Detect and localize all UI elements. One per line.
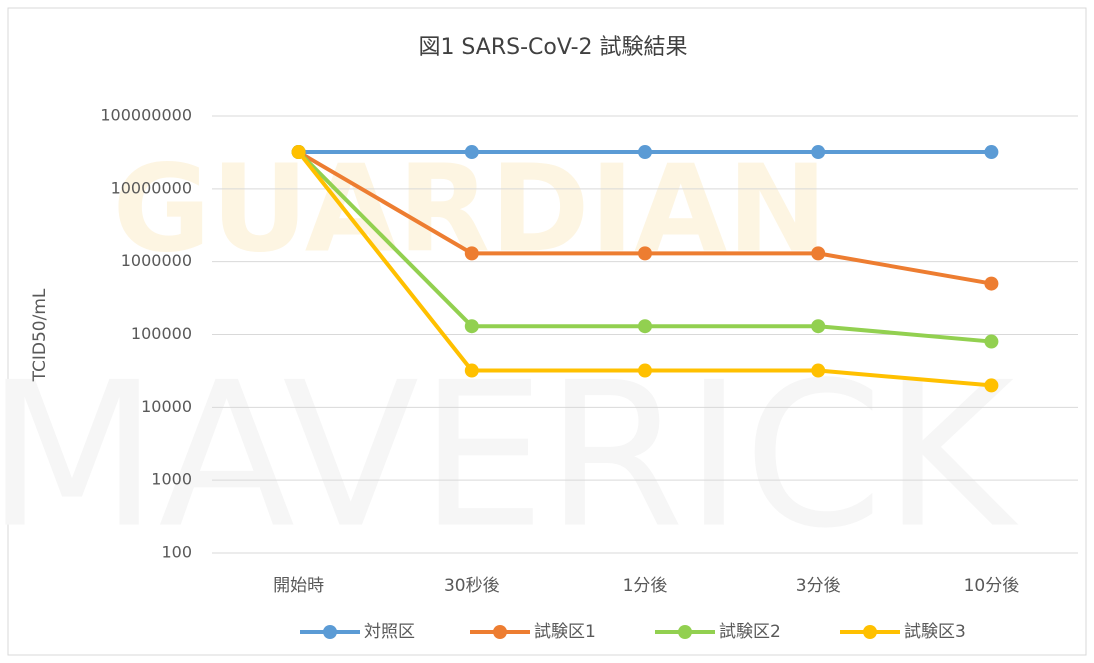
y-tick-label: 10000 [141,397,192,416]
marker [464,145,479,160]
legend-marker [863,625,877,639]
marker [464,246,479,261]
x-tick-label: 開始時 [273,576,324,596]
marker [638,246,652,261]
legend-marker [323,625,337,639]
legend-marker [493,625,507,639]
x-tick-label: 3分後 [796,576,841,596]
marker [638,363,652,378]
y-axis-title: TCID50/mL [30,288,50,382]
marker [984,145,999,160]
y-tick-label: 1000 [151,470,192,489]
marker [464,363,479,378]
y-tick-label: 10000000 [111,178,192,197]
marker [811,145,826,160]
legend-marker [678,625,692,639]
marker [291,145,306,160]
x-tick-label: 10分後 [964,576,1020,596]
marker [638,319,652,334]
legend-label: 試験区3 [904,622,966,642]
y-tick-label: 100000000 [100,106,192,125]
legend-label: 試験区1 [534,622,596,642]
chart-title: 図1 SARS-CoV-2 試験結果 [418,35,687,60]
marker [811,246,826,261]
marker [811,363,826,378]
y-tick-label: 1000000 [121,251,192,270]
x-tick-label: 1分後 [623,576,668,596]
marker [811,319,826,334]
x-tick-label: 30秒後 [444,576,500,596]
marker [638,145,652,160]
marker [464,319,479,334]
y-tick-label: 100 [161,543,192,562]
legend-label: 対照区 [364,622,415,642]
marker [984,378,999,393]
y-tick-label: 100000 [131,324,192,343]
watermark: MAVERICK [0,340,1019,573]
marker [984,334,999,349]
legend-label: 試験区2 [719,622,781,642]
marker [984,276,999,291]
